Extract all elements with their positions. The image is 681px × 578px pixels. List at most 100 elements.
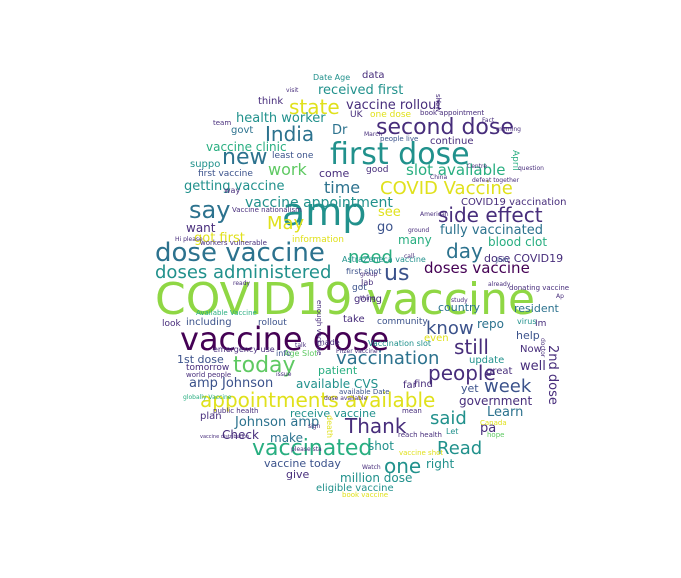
word: doses vaccine (424, 259, 530, 277)
word: vaccinated (252, 436, 373, 461)
word: far (403, 380, 417, 391)
word: us (384, 261, 410, 286)
word: good (366, 165, 389, 175)
word: donating vaccine (509, 284, 570, 292)
word: blood clot (488, 235, 548, 249)
word: data (362, 70, 385, 81)
word: vaccination (336, 348, 440, 369)
word: vaccine clinic (206, 140, 287, 154)
word: issue (276, 371, 292, 378)
word: repo (477, 317, 505, 331)
word: Ap (556, 293, 564, 300)
word: pa (480, 421, 497, 436)
word: make (270, 431, 303, 445)
word: ground (408, 227, 430, 234)
word: group (360, 271, 378, 278)
word: way (224, 186, 241, 195)
word: Vaccine nationalism (232, 206, 302, 214)
word: first shot (346, 267, 382, 276)
word: please sta (291, 446, 322, 453)
word: Read (437, 438, 483, 459)
word: government (459, 394, 533, 408)
word: workers vulnerable (200, 239, 267, 247)
word: time (324, 178, 361, 197)
word: COVID19 vaccination (461, 197, 567, 208)
word: ready (233, 280, 251, 287)
word: Thank (345, 414, 407, 438)
word: going (354, 294, 382, 305)
word: Let (446, 427, 459, 436)
word: receive vaccine (290, 407, 376, 420)
word: made (317, 338, 340, 347)
word: India (265, 122, 315, 146)
word: look (162, 319, 181, 329)
word: Age Slot (284, 349, 318, 358)
word: community (377, 317, 428, 327)
word: come (319, 167, 350, 180)
word: available CVS (296, 377, 379, 391)
word: amp (282, 190, 367, 234)
word: reach health (398, 431, 442, 439)
word: May (267, 213, 305, 234)
word: Dr (332, 123, 348, 138)
word: right (426, 457, 455, 471)
word: today (233, 353, 296, 378)
word: rollout (258, 318, 287, 328)
word: death (325, 415, 334, 439)
word: govt (231, 125, 254, 136)
word: getting vaccine (184, 179, 285, 194)
word: least one (272, 151, 314, 161)
word: million dose (340, 471, 413, 485)
word: Pfizer vaccine (336, 348, 378, 355)
word: thing (360, 295, 376, 302)
word: dose vaccine (155, 238, 325, 268)
word: COVID19 vaccine (155, 274, 536, 325)
word: book vaccine (342, 491, 389, 499)
word: see (378, 205, 401, 220)
word: Vaccination slot (368, 339, 432, 348)
word: emergency use (213, 345, 275, 354)
word: plan (200, 411, 222, 422)
word: first vaccine (198, 169, 253, 179)
word: Im (535, 319, 547, 329)
word: take (343, 314, 365, 325)
word: book appointment (420, 109, 485, 117)
word: team (213, 119, 232, 127)
word: got first (194, 231, 245, 246)
word: world people (186, 371, 232, 379)
word: many (398, 233, 432, 247)
word: think (258, 96, 284, 107)
word: March (364, 131, 383, 138)
word: yet (461, 382, 479, 395)
word: AstraZeneca vaccine (342, 255, 426, 264)
word: sign (308, 423, 321, 430)
word: people live (380, 135, 419, 143)
word: including (186, 317, 232, 328)
word: one dose (370, 110, 412, 120)
word: Check (222, 428, 259, 442)
word: doses administered (155, 262, 332, 283)
word: patient (318, 364, 358, 377)
word: dose available (324, 395, 368, 402)
word: give (286, 468, 310, 481)
word: Date Age (313, 73, 351, 82)
word: 2nd dose (545, 345, 560, 405)
word: suppo (190, 159, 221, 170)
word: info (276, 349, 292, 358)
word: well (520, 359, 546, 374)
word: 1st dose (177, 353, 224, 366)
word: update (469, 355, 505, 366)
word: virus (517, 317, 537, 326)
word: help (516, 329, 540, 342)
word: Centre (467, 163, 488, 170)
word: morning (496, 126, 521, 133)
word: work (268, 160, 307, 179)
word: UK (350, 110, 363, 120)
word: study (451, 297, 468, 304)
word: hope (487, 431, 505, 439)
word: slot available (406, 161, 506, 179)
word: say (189, 196, 231, 224)
word: information (292, 235, 344, 245)
word: want (186, 221, 216, 235)
